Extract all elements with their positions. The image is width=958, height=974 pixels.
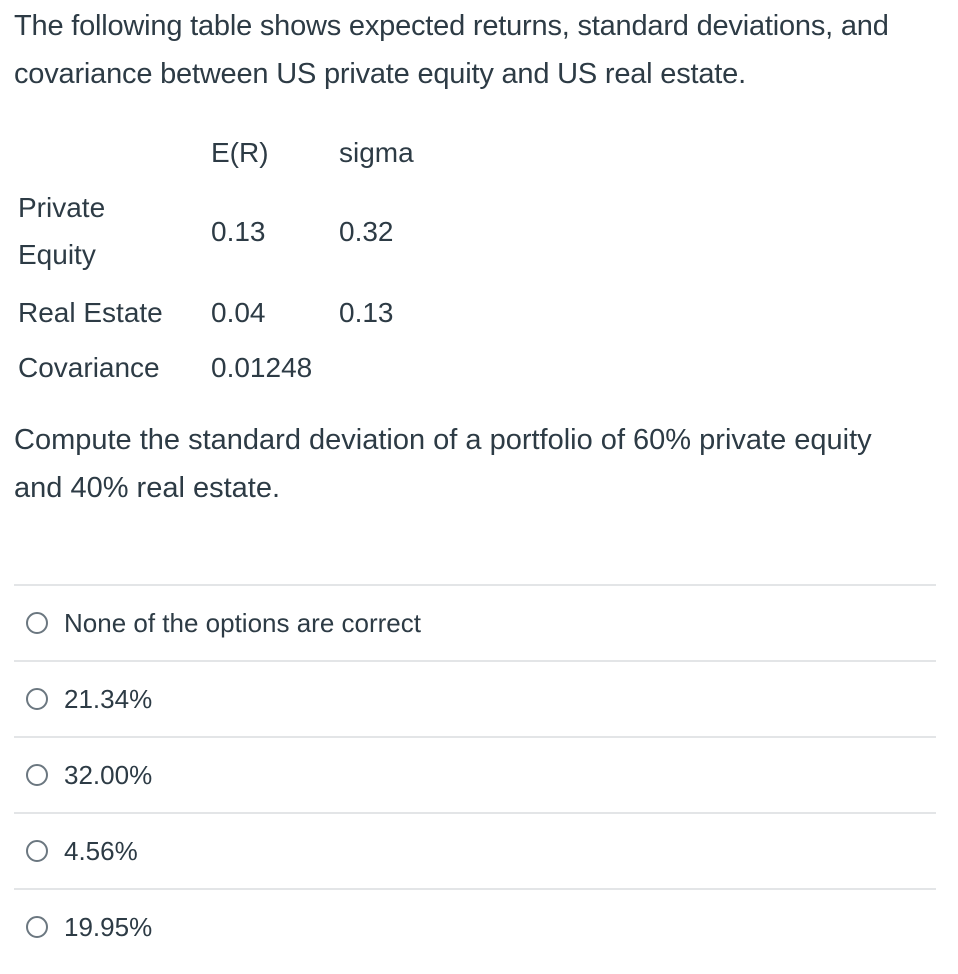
table-header-empty (18, 128, 211, 176)
table-header-sigma: sigma (339, 136, 414, 168)
radio-button-icon[interactable] (26, 840, 48, 862)
row-label-covariance: Covariance (18, 351, 160, 383)
radio-button-icon[interactable] (26, 612, 48, 634)
cell-covariance-empty (339, 338, 459, 396)
cell-covariance-value: 0.01248 (211, 351, 313, 383)
row-label-real-estate: Real Estate (18, 296, 163, 328)
answer-label: 21.34% (64, 684, 153, 714)
answer-option[interactable]: 19.95% (14, 890, 936, 964)
cell-er-real-estate: 0.04 (211, 296, 266, 328)
cell-sigma-real-estate: 0.13 (339, 296, 394, 328)
data-table: E(R) sigma Private Equity 0.13 0.32 Real… (18, 128, 459, 396)
answer-option[interactable]: 32.00% (14, 738, 936, 814)
table-row: Real Estate 0.04 0.13 (18, 286, 459, 338)
answer-option[interactable]: 4.56% (14, 814, 936, 890)
radio-button-icon[interactable] (26, 688, 48, 710)
question-intro: The following table shows expected retur… (14, 10, 889, 90)
cell-sigma-private-equity: 0.32 (339, 215, 394, 247)
table-header-er: E(R) (211, 136, 269, 168)
question-prompt: Compute the standard deviation of a port… (14, 424, 872, 504)
answer-option[interactable]: None of the options are correct (14, 586, 936, 662)
table-row: Private Equity 0.13 0.32 (18, 176, 459, 286)
cell-er-private-equity: 0.13 (211, 215, 266, 247)
table-row: Covariance 0.01248 (18, 338, 459, 396)
answer-label: 4.56% (64, 836, 138, 866)
table-header-row: E(R) sigma (18, 128, 459, 176)
row-label-private-equity: Private Equity (18, 192, 106, 270)
radio-button-icon[interactable] (26, 764, 48, 786)
question-block: The following table shows expected retur… (14, 2, 944, 942)
answer-label: 19.95% (64, 912, 153, 942)
answer-list: None of the options are correct 21.34% 3… (14, 584, 936, 964)
answer-label: None of the options are correct (64, 608, 421, 638)
answer-label: 32.00% (64, 760, 153, 790)
answer-option[interactable]: 21.34% (14, 662, 936, 738)
radio-button-icon[interactable] (26, 916, 48, 938)
